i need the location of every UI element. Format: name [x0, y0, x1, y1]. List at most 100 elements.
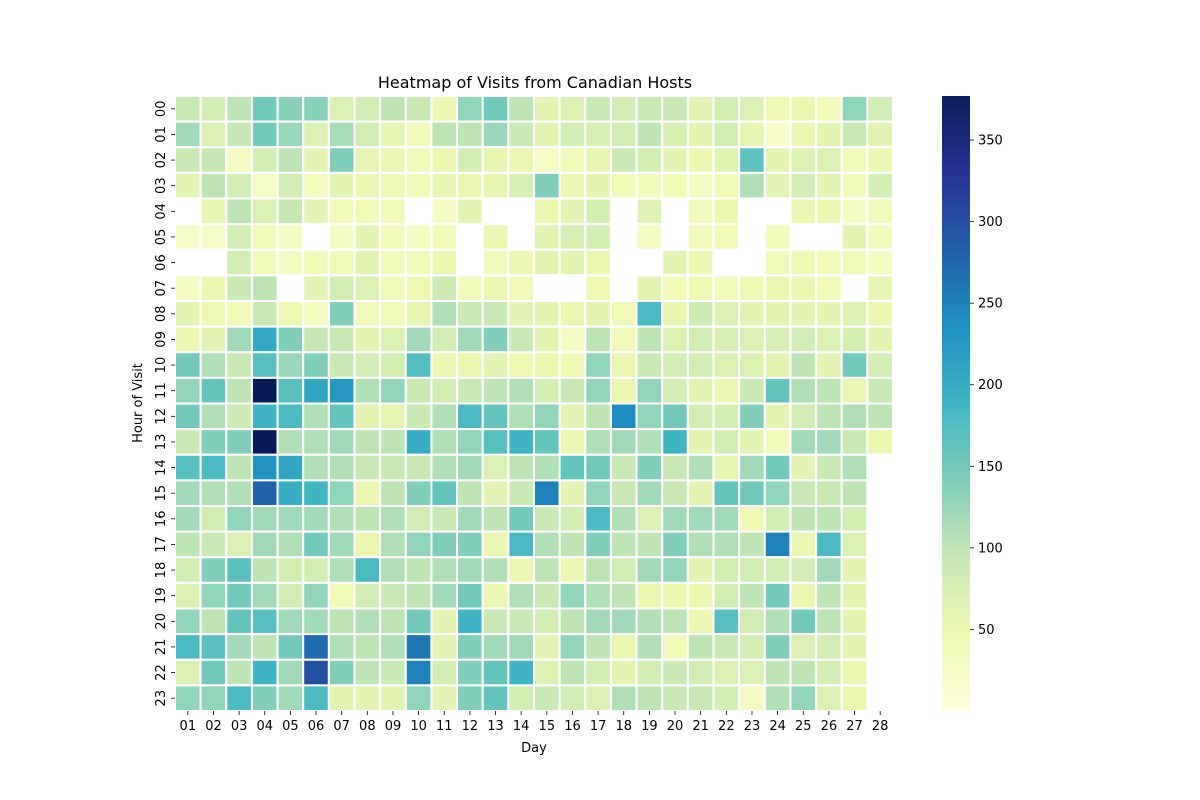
- heatmap-cell: [789, 453, 818, 482]
- heatmap-cell: [199, 146, 228, 174]
- heatmap-cell: [507, 505, 535, 533]
- heatmap-cell: [686, 171, 715, 200]
- heatmap-cell: [763, 530, 792, 559]
- heatmap-cell: [456, 658, 484, 687]
- heatmap-cell: [584, 658, 612, 687]
- heatmap-cell: [533, 95, 561, 123]
- heatmap-cell: [199, 95, 228, 123]
- heatmap-cell: [609, 684, 638, 713]
- heatmap-cell: [661, 171, 689, 200]
- heatmap-cell: [174, 120, 202, 149]
- heatmap-cell: [789, 530, 818, 559]
- heatmap-cell: [379, 505, 407, 533]
- heatmap-cell: [379, 453, 407, 482]
- heatmap-cell: [712, 581, 741, 610]
- heatmap-cell: [456, 325, 484, 354]
- heatmap-cell: [533, 428, 561, 456]
- heatmap-cell: [533, 402, 561, 431]
- heatmap-cell: [686, 505, 715, 533]
- heatmap-cell: [456, 581, 484, 610]
- heatmap-cell: [763, 300, 792, 328]
- x-tick-label: 02: [205, 719, 222, 734]
- heatmap-cell: [763, 581, 792, 610]
- heatmap-cell: [635, 684, 664, 713]
- x-tick-label: 05: [282, 719, 299, 734]
- heatmap-cell: [789, 607, 818, 636]
- heatmap-cell: [353, 479, 382, 508]
- x-tick-label: 24: [769, 719, 786, 734]
- heatmap-cell: [738, 223, 766, 251]
- heatmap-cell: [815, 223, 843, 251]
- y-tick-label: 07: [154, 280, 169, 297]
- heatmap-cell: [302, 607, 330, 636]
- heatmap-cell: [609, 376, 638, 405]
- heatmap-cell: [866, 479, 894, 508]
- heatmap-cell: [174, 684, 202, 713]
- x-tick-labels: 01 02 03 04 05 06 07 08 09 10 11 12 13 14 15 16 17 18 19 20…: [180, 711, 888, 734]
- heatmap-cell: [507, 607, 535, 636]
- heatmap-cell: [481, 274, 510, 303]
- heatmap-cell: [250, 453, 279, 482]
- heatmap-cell: [686, 479, 715, 508]
- x-tick-label: 14: [513, 719, 530, 734]
- heatmap-cell: [174, 607, 202, 636]
- heatmap-cell: [558, 581, 587, 610]
- heatmap-cell: [840, 325, 869, 354]
- heatmap-cell: [507, 351, 535, 379]
- colorbar-tick-label: 300: [978, 215, 1003, 230]
- heatmap-cell: [609, 479, 638, 508]
- heatmap-cell: [584, 428, 612, 456]
- heatmap-cell: [866, 146, 894, 174]
- heatmap-cell: [738, 351, 766, 379]
- heatmap-cell: [815, 274, 843, 303]
- heatmap-cell: [789, 197, 818, 226]
- heatmap-cell: [481, 197, 510, 226]
- colorbar-tick-label: 100: [978, 541, 1003, 556]
- heatmap-cell: [686, 581, 715, 610]
- heatmap-cell: [789, 658, 818, 687]
- heatmap-cell: [225, 300, 253, 328]
- heatmap-cell: [738, 453, 766, 482]
- heatmap-cell: [481, 453, 510, 482]
- colorbar-tick-label: 350: [978, 134, 1003, 149]
- heatmap-cell: [686, 658, 715, 687]
- heatmap-cell: [353, 633, 382, 661]
- heatmap-cell: [174, 376, 202, 405]
- heatmap-cell: [738, 479, 766, 508]
- heatmap-cell: [302, 223, 330, 251]
- heatmap-cell: [661, 658, 689, 687]
- heatmap-cell: [635, 581, 664, 610]
- heatmap-cell: [430, 607, 459, 636]
- heatmap-cell: [584, 684, 612, 713]
- heatmap-cell: [840, 581, 869, 610]
- heatmap-cell: [225, 505, 253, 533]
- heatmap-cell: [558, 351, 587, 379]
- heatmap-cell: [789, 120, 818, 149]
- x-tick-label: 18: [615, 719, 632, 734]
- heatmap-cell: [456, 274, 484, 303]
- heatmap-cell: [225, 479, 253, 508]
- heatmap-cell: [276, 556, 305, 584]
- heatmap-cell: [225, 376, 253, 405]
- heatmap-cell: [250, 248, 279, 277]
- heatmap-cell: [738, 633, 766, 661]
- heatmap-cell: [353, 581, 382, 610]
- heatmap-cell: [507, 274, 535, 303]
- heatmap-cell: [815, 146, 843, 174]
- heatmap-cell: [507, 325, 535, 354]
- heatmap-cell: [225, 633, 253, 661]
- heatmap-cell: [456, 223, 484, 251]
- heatmap-cell: [558, 325, 587, 354]
- heatmap-cell: [353, 453, 382, 482]
- heatmap-cell: [763, 351, 792, 379]
- heatmap-cell: [866, 197, 894, 226]
- heatmap-cell: [302, 505, 330, 533]
- heatmap-cell: [430, 300, 459, 328]
- heatmap-cell: [635, 428, 664, 456]
- heatmap-cell: [866, 248, 894, 277]
- heatmap-cell: [276, 633, 305, 661]
- heatmap-cell: [533, 658, 561, 687]
- heatmap-cell: [276, 120, 305, 149]
- heatmap-cell: [327, 197, 356, 226]
- heatmap-cell: [430, 684, 459, 713]
